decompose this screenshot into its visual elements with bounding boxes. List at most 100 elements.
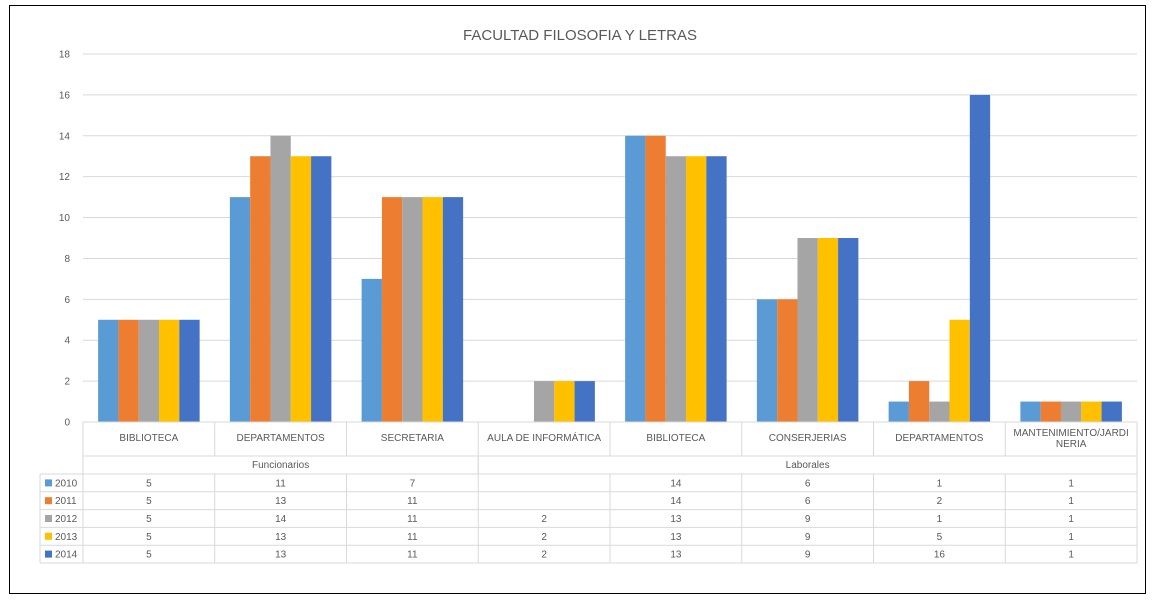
- bar-2013-7: [949, 319, 970, 422]
- data-cell: 2: [541, 514, 547, 525]
- data-cell: 5: [146, 532, 152, 543]
- bar-2012-8: [1060, 401, 1082, 422]
- data-cell: 5: [146, 496, 152, 507]
- y-tick-label: 14: [59, 131, 71, 142]
- bar-2011-6: [777, 299, 798, 422]
- bar-2013-8: [1081, 401, 1102, 422]
- y-tick-label: 18: [59, 50, 71, 61]
- bar-2014-2: [311, 156, 332, 422]
- data-cell: 1: [937, 514, 943, 525]
- bar-2010-2: [229, 197, 251, 422]
- data-cell: 13: [670, 514, 682, 525]
- bar-2012-1: [138, 319, 160, 422]
- bar-2011-7: [908, 381, 930, 422]
- category-label: NERIA: [1056, 439, 1087, 450]
- bar-2014-6: [838, 238, 859, 422]
- bar-2013-4: [554, 381, 575, 422]
- data-cell: 14: [670, 478, 682, 489]
- data-cell: 9: [805, 550, 811, 561]
- group-label: Laborales: [786, 460, 830, 471]
- bar-2012-6: [797, 238, 818, 422]
- bar-2010-3: [361, 278, 382, 422]
- data-cell: 1: [1068, 514, 1074, 525]
- legend-label: 2013: [55, 532, 78, 543]
- bar-2010-8: [1020, 401, 1041, 422]
- bar-2011-1: [118, 319, 139, 422]
- data-cell: 1: [937, 478, 943, 489]
- y-tick-label: 0: [64, 418, 70, 429]
- bar-2012-4: [533, 381, 555, 422]
- y-tick-label: 6: [64, 295, 70, 306]
- data-cell: 11: [275, 478, 286, 489]
- category-label: BIBLIOTECA: [646, 433, 705, 444]
- data-cell: 11: [407, 550, 418, 561]
- bar-2012-5: [665, 156, 687, 422]
- data-cell: 7: [410, 478, 416, 489]
- legend-label: 2012: [55, 514, 78, 525]
- data-cell: 13: [275, 550, 287, 561]
- data-cell: 13: [670, 550, 682, 561]
- data-cell: 14: [670, 496, 682, 507]
- chart-frame: [9, 5, 1146, 594]
- legend-key-2012: [45, 515, 52, 522]
- y-tick-label: 10: [59, 213, 71, 224]
- legend-label: 2010: [55, 478, 78, 489]
- bar-2014-1: [179, 319, 200, 422]
- bar-2013-1: [159, 319, 180, 422]
- data-cell: 11: [407, 514, 418, 525]
- data-cell: 1: [1068, 550, 1074, 561]
- data-cell: 5: [146, 478, 152, 489]
- data-cell: 5: [146, 514, 152, 525]
- data-cell: 5: [937, 532, 943, 543]
- bar-2010-7: [888, 401, 909, 422]
- data-cell: 1: [1068, 478, 1074, 489]
- legend-label: 2011: [55, 496, 77, 507]
- bar-2013-5: [686, 156, 707, 422]
- category-label: BIBLIOTECA: [119, 433, 178, 444]
- bar-2013-3: [422, 197, 443, 422]
- y-tick-label: 4: [64, 336, 70, 347]
- category-label: DEPARTAMENTOS: [895, 433, 983, 444]
- data-cell: 13: [670, 532, 682, 543]
- legend-key-2010: [45, 479, 52, 487]
- bar-2011-2: [250, 156, 271, 422]
- data-cell: 1: [1068, 496, 1074, 507]
- data-cell: 14: [275, 514, 287, 525]
- bar-2011-5: [645, 135, 666, 422]
- bar-2011-8: [1040, 401, 1061, 422]
- bar-2012-7: [929, 401, 950, 422]
- data-cell: 6: [805, 478, 811, 489]
- legend-label: 2014: [55, 550, 78, 561]
- chart-title: FACULTAD FILOSOFIA Y LETRAS: [463, 27, 697, 44]
- data-cell: 13: [275, 496, 287, 507]
- bar-2012-2: [270, 135, 291, 422]
- data-cell: 11: [407, 496, 418, 507]
- category-label: DEPARTAMENTOS: [237, 433, 325, 444]
- legend-key-2013: [45, 532, 52, 540]
- data-cell: 5: [146, 550, 152, 561]
- bar-2013-6: [817, 238, 839, 422]
- bar-2012-3: [402, 197, 423, 422]
- data-cell: 11: [407, 532, 418, 543]
- data-cell: 2: [541, 532, 547, 543]
- bar-2013-2: [290, 156, 312, 422]
- data-cell: 2: [541, 550, 547, 561]
- bar-2014-5: [706, 156, 727, 422]
- bar-2014-8: [1101, 401, 1122, 422]
- bar-2011-3: [381, 197, 403, 422]
- bar-2010-1: [98, 319, 119, 422]
- y-tick-label: 2: [64, 377, 70, 388]
- category-label: MANTENIMIENTO/JARDI: [1013, 428, 1128, 439]
- y-tick-label: 16: [59, 90, 71, 101]
- legend-key-2011: [45, 497, 52, 505]
- bar-2014-7: [969, 94, 991, 422]
- data-cell: 2: [937, 496, 943, 507]
- data-cell: 6: [805, 496, 811, 507]
- y-tick-label: 8: [64, 254, 70, 265]
- category-label: AULA DE INFORMÁTICA: [487, 431, 601, 444]
- category-label: SECRETARIA: [381, 433, 444, 444]
- y-tick-label: 12: [59, 172, 71, 183]
- data-cell: 9: [805, 514, 811, 525]
- legend-key-2014: [45, 550, 52, 558]
